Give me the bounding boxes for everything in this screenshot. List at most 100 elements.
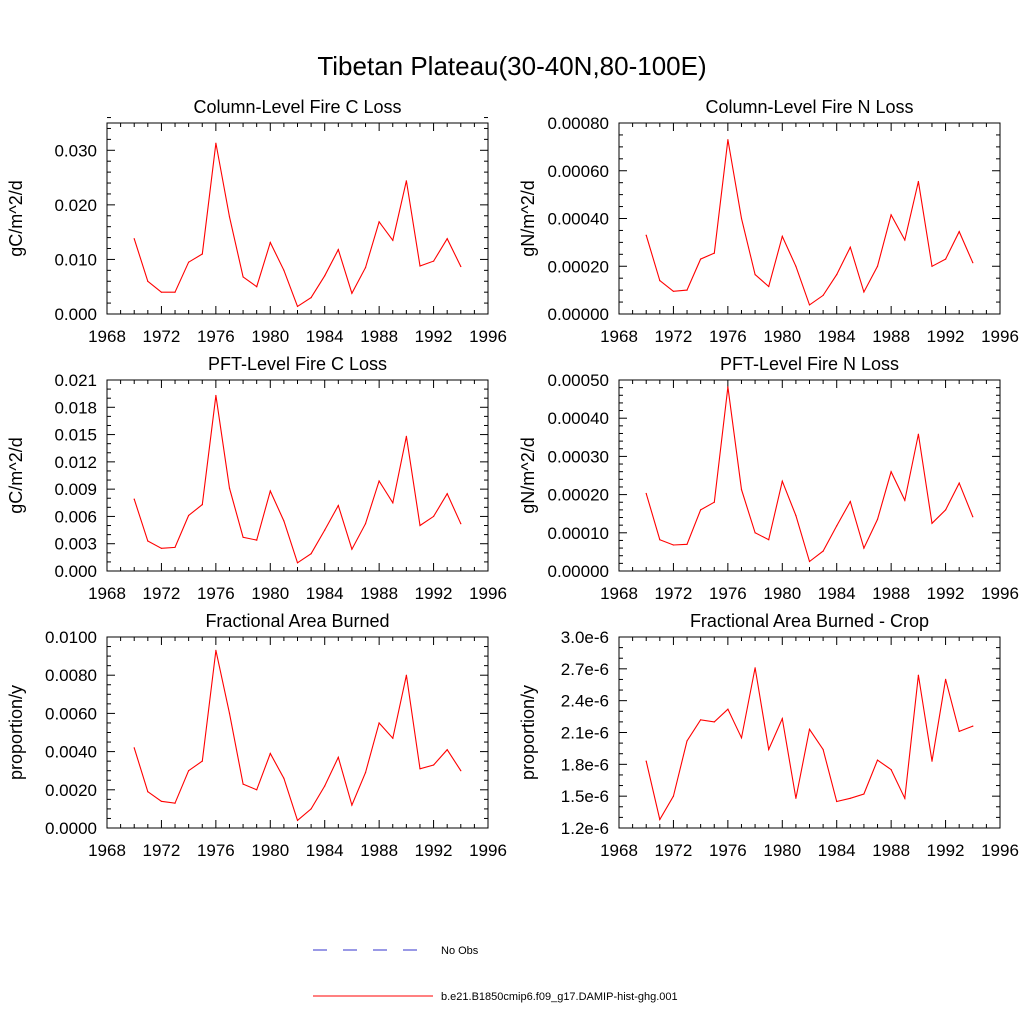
- data-point: [310, 553, 312, 555]
- x-tick-label: 1980: [251, 327, 289, 346]
- data-point: [269, 241, 271, 244]
- data-point: [242, 276, 244, 278]
- data-point: [795, 515, 797, 517]
- data-point: [133, 238, 135, 240]
- x-tick-label: 1988: [872, 841, 910, 860]
- y-tick-label: 0.000: [54, 305, 97, 324]
- data-point: [917, 180, 920, 183]
- x-tick-label: 1984: [306, 327, 344, 346]
- data-point: [215, 649, 217, 652]
- data-point: [269, 490, 271, 492]
- data-point: [242, 783, 244, 785]
- data-point: [945, 509, 947, 511]
- data-point: [876, 759, 879, 761]
- data-point: [296, 562, 299, 564]
- data-point: [822, 748, 824, 751]
- data-point: [364, 267, 367, 269]
- x-tick-label: 1988: [360, 584, 398, 603]
- series-line: [133, 650, 462, 822]
- y-tick-label: 0.0080: [45, 666, 97, 685]
- x-tick-label: 1992: [415, 327, 453, 346]
- legend-label-2: b.e21.B1850cmip6.f09_g17.DAMIP-hist-ghg.…: [441, 991, 678, 1003]
- legend-label-1: No Obs: [441, 945, 479, 957]
- x-tick-label: 1968: [600, 584, 638, 603]
- data-point: [645, 760, 647, 762]
- series-line: [645, 139, 974, 306]
- data-point: [917, 674, 920, 676]
- series-line: [133, 143, 462, 308]
- data-point: [283, 520, 285, 522]
- panel-title: Fractional Area Burned: [205, 611, 389, 631]
- y-tick-label: 0.000: [54, 562, 97, 581]
- data-point: [727, 708, 729, 710]
- data-point: [686, 289, 688, 291]
- data-point: [392, 737, 394, 739]
- data-point: [405, 180, 407, 182]
- x-tick-label: 1996: [981, 841, 1019, 860]
- data-point: [686, 543, 688, 545]
- data-point: [446, 493, 448, 495]
- data-point: [672, 290, 675, 292]
- plot-frame: [106, 379, 489, 572]
- panel-title: Column-Level Fire N Loss: [705, 97, 913, 117]
- y-axis-label: proportion/y: [518, 685, 538, 780]
- data-point: [876, 518, 879, 521]
- data-point: [713, 501, 715, 503]
- y-axis-label: gN/m^2/d: [518, 437, 538, 513]
- x-tick-label: 1988: [360, 841, 398, 860]
- y-tick-label: 1.2e-6: [561, 819, 609, 838]
- data-point: [256, 539, 258, 541]
- data-point: [228, 216, 231, 218]
- data-point: [958, 231, 960, 233]
- data-point: [740, 217, 743, 220]
- data-point: [392, 239, 394, 241]
- data-point: [256, 789, 258, 791]
- data-point: [754, 667, 756, 669]
- data-point: [781, 480, 783, 482]
- data-point: [133, 498, 135, 500]
- data-point: [446, 749, 448, 751]
- data-point: [890, 214, 892, 216]
- data-point: [433, 764, 435, 766]
- data-point: [310, 808, 312, 810]
- data-point: [958, 730, 960, 733]
- y-tick-label: 0.009: [54, 480, 97, 499]
- y-tick-label: 0.00050: [548, 371, 609, 390]
- figure-title: Tibetan Plateau(30-40N,80-100E): [317, 51, 706, 81]
- data-point: [201, 760, 203, 762]
- data-point: [931, 522, 933, 524]
- x-tick-label: 1980: [251, 841, 289, 860]
- y-tick-label: 0.018: [54, 398, 97, 417]
- panel-title: PFT-Level Fire N Loss: [720, 354, 899, 374]
- data-point: [768, 748, 770, 751]
- data-point: [849, 246, 851, 248]
- x-tick-label: 1968: [88, 327, 126, 346]
- x-tick-label: 1976: [197, 841, 235, 860]
- data-point: [215, 142, 217, 144]
- plot-frame: [618, 379, 1001, 572]
- x-tick-label: 1992: [927, 327, 965, 346]
- data-point: [147, 280, 149, 282]
- data-point: [931, 760, 933, 762]
- x-tick-label: 1996: [469, 584, 507, 603]
- data-point: [228, 712, 231, 715]
- series-line: [645, 667, 973, 821]
- x-tick-label: 1972: [655, 327, 693, 346]
- data-point: [160, 800, 162, 802]
- data-point: [740, 489, 743, 491]
- data-point: [781, 235, 783, 237]
- data-point: [727, 139, 729, 141]
- data-point: [446, 238, 448, 240]
- x-tick-label: 1980: [763, 327, 801, 346]
- data-point: [863, 547, 865, 549]
- x-tick-label: 1980: [251, 584, 289, 603]
- y-tick-label: 0.006: [54, 507, 97, 526]
- data-point: [188, 514, 190, 517]
- y-axis-label: gN/m^2/d: [518, 180, 538, 256]
- data-point: [904, 797, 906, 799]
- data-point: [822, 294, 824, 296]
- data-point: [337, 504, 339, 507]
- y-tick-label: 0.00000: [548, 562, 609, 581]
- x-tick-label: 1984: [818, 584, 856, 603]
